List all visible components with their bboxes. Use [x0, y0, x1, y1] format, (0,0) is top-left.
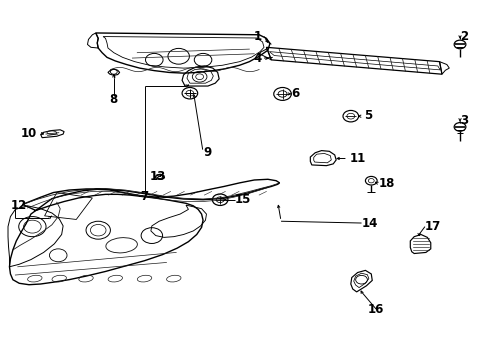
Text: 5: 5 — [363, 109, 371, 122]
Text: 16: 16 — [367, 303, 384, 316]
Text: 12: 12 — [10, 199, 27, 212]
Text: 11: 11 — [348, 152, 365, 165]
Text: 3: 3 — [459, 114, 467, 127]
Text: 14: 14 — [361, 216, 377, 230]
Text: 17: 17 — [424, 220, 440, 233]
Text: 15: 15 — [234, 193, 251, 206]
Text: 1: 1 — [253, 30, 261, 43]
Text: 2: 2 — [459, 30, 467, 43]
Text: 13: 13 — [149, 170, 165, 183]
Text: 4: 4 — [253, 51, 261, 64]
Text: 9: 9 — [203, 145, 211, 158]
Text: 8: 8 — [109, 93, 118, 106]
Text: 6: 6 — [290, 87, 299, 100]
Text: 7: 7 — [140, 190, 148, 203]
Text: 10: 10 — [20, 127, 37, 140]
Text: 18: 18 — [378, 177, 394, 190]
